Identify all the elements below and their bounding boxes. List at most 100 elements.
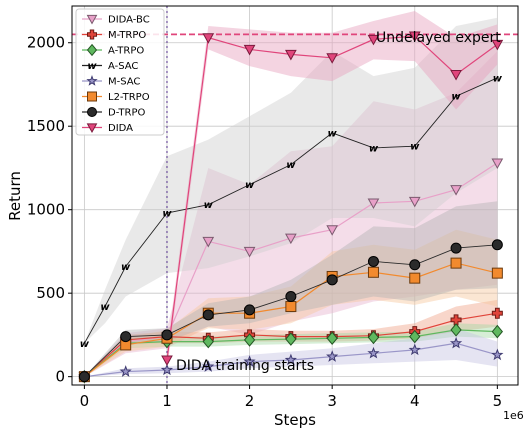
- marker-dida-bc: [491, 158, 504, 169]
- marker-dida-bc: [202, 236, 215, 248]
- marker-m-sac: [491, 348, 504, 361]
- line-a-sac: [84, 77, 498, 344]
- y-tick-label: 1500: [27, 117, 65, 135]
- legend-label: DIDA-BC: [108, 15, 150, 26]
- marker-dida: [491, 39, 504, 51]
- vertical-marker-label: DIDA training starts: [176, 358, 314, 374]
- marker-dida: [408, 31, 421, 43]
- marker-a-trpo: [285, 332, 297, 346]
- marker-a-sac: w: [245, 180, 255, 191]
- marker-a-sac: w: [121, 262, 131, 273]
- marker-a-trpo: [202, 334, 214, 349]
- marker-d-trpo: [78, 371, 90, 383]
- x-tick-label: 5: [493, 392, 503, 410]
- legend-marker: [86, 123, 98, 134]
- marker-dida: [202, 33, 215, 44]
- marker-dida: [243, 44, 256, 56]
- marker-a-trpo: [491, 324, 504, 339]
- marker-a-trpo: [243, 333, 256, 347]
- marker-l2-trpo: [491, 267, 503, 279]
- marker-m-sac: [408, 343, 421, 356]
- marker-a-sac: w: [369, 143, 379, 154]
- legend: DIDA-BC M-TRPO A-TRPO w A-SAC M-SAC L2-TRPO D-T…: [75, 8, 165, 136]
- marker-a-sac: w: [286, 160, 296, 171]
- band-m-sac: [84, 328, 498, 377]
- reference-line-label: Undelayed expert: [376, 30, 501, 46]
- marker-m-sac: [326, 350, 339, 362]
- x-tick-label: 4: [410, 392, 420, 410]
- marker-dida-bc: [243, 246, 256, 258]
- legend-label: A-SAC: [108, 61, 138, 72]
- marker-l2-trpo: [285, 301, 297, 313]
- marker-a-sac: w: [162, 209, 172, 220]
- marker-d-trpo: [450, 242, 462, 254]
- marker-dida-bc: [408, 196, 421, 208]
- marker-d-trpo: [161, 329, 173, 341]
- marker-d-trpo: [326, 274, 338, 286]
- band-a-sac: [84, 17, 498, 344]
- marker-dida-bc: [326, 225, 339, 236]
- band-d-trpo: [84, 201, 498, 377]
- legend-label: A-TRPO: [108, 46, 144, 57]
- marker-d-trpo: [285, 291, 297, 303]
- marker-m-trpo: [450, 314, 462, 326]
- legend-marker: [86, 43, 98, 57]
- marker-m-trpo: [491, 307, 503, 319]
- marker-a-sac: w: [204, 200, 214, 211]
- x-tick-label: 2: [245, 392, 255, 410]
- y-tick-label: 1000: [27, 201, 65, 219]
- y-tick-label: 0: [55, 368, 65, 386]
- legend-box: [75, 8, 165, 136]
- series-markers: w w w w w w w w w w w w: [78, 31, 504, 384]
- marker-d-trpo: [491, 239, 503, 251]
- marker-dida-bc: [367, 198, 380, 210]
- marker-d-trpo: [202, 309, 214, 321]
- legend-marker: [87, 107, 97, 117]
- marker-a-trpo: [409, 329, 421, 344]
- marker-a-trpo: [450, 323, 462, 337]
- marker-m-sac: [202, 360, 215, 372]
- confidence-bands: [84, 11, 498, 377]
- marker-a-sac: w: [100, 302, 110, 313]
- marker-a-sac: w: [80, 339, 90, 350]
- x-axis-multiplier: 1e6: [503, 409, 524, 422]
- marker-a-trpo: [326, 331, 338, 346]
- legend-label: M-TRPO: [108, 30, 146, 41]
- legend-label: M-SAC: [108, 77, 140, 88]
- marker-a-sac: w: [493, 73, 503, 84]
- marker-m-sac: [119, 365, 132, 377]
- marker-l2-trpo: [367, 266, 379, 278]
- band-dida-bc: [84, 51, 498, 377]
- x-axis-label: Steps: [274, 411, 316, 429]
- marker-m-sac: [284, 353, 297, 366]
- x-tick-label: 0: [80, 392, 90, 410]
- marker-a-sac: w: [410, 142, 420, 153]
- marker-a-sac: w: [451, 92, 461, 103]
- marker-a-trpo: [367, 330, 380, 345]
- legend-label: D-TRPO: [108, 108, 145, 119]
- x-tick-label: 1: [162, 392, 172, 410]
- y-tick-label: 2000: [27, 34, 65, 52]
- legend-label: L2-TRPO: [108, 92, 150, 103]
- x-tick-label: 3: [327, 392, 337, 410]
- grid: [72, 6, 518, 385]
- marker-d-trpo: [409, 259, 421, 271]
- marker-l2-trpo: [450, 257, 462, 269]
- legend-marker: w: [87, 61, 97, 72]
- marker-dida: [450, 69, 462, 81]
- axis-ticks: 0 1 2 3 4 5 0 500 1000 1500 2000: [27, 34, 502, 410]
- y-tick-label: 500: [36, 284, 65, 302]
- marker-a-sac: w: [328, 128, 338, 139]
- marker-dida-bc: [285, 233, 297, 245]
- marker-m-sac: [367, 346, 380, 359]
- marker-d-trpo: [244, 304, 256, 316]
- legend-label: DIDA: [108, 123, 133, 134]
- marker-m-sac: [243, 355, 256, 367]
- marker-l2-trpo: [409, 272, 421, 284]
- marker-d-trpo: [120, 331, 132, 343]
- marker-dida: [326, 53, 339, 64]
- legend-marker: [87, 91, 97, 102]
- y-axis-label: Return: [6, 171, 24, 221]
